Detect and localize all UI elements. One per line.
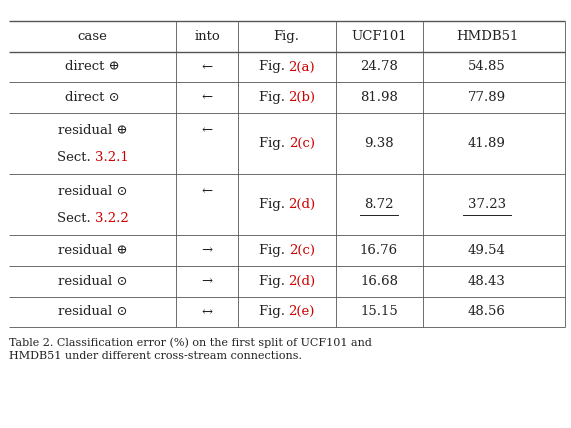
Text: 2(c): 2(c) bbox=[289, 244, 315, 257]
Text: 3.2.1: 3.2.1 bbox=[95, 151, 128, 163]
Text: 9.38: 9.38 bbox=[364, 137, 394, 150]
Text: Fig.: Fig. bbox=[259, 275, 289, 288]
Text: Fig.: Fig. bbox=[259, 306, 289, 318]
Text: 37.23: 37.23 bbox=[468, 198, 506, 211]
Text: 2(e): 2(e) bbox=[288, 306, 315, 318]
Text: ←: ← bbox=[202, 91, 213, 104]
Text: 2(d): 2(d) bbox=[288, 275, 315, 288]
Text: direct ⊙: direct ⊙ bbox=[65, 91, 120, 104]
Text: HMDB51: HMDB51 bbox=[456, 30, 518, 43]
Text: 54.85: 54.85 bbox=[468, 60, 506, 74]
Text: Fig.: Fig. bbox=[259, 244, 289, 257]
Text: ↔: ↔ bbox=[202, 306, 213, 318]
Text: 8.72: 8.72 bbox=[364, 198, 393, 211]
Text: ←: ← bbox=[202, 124, 213, 137]
Text: residual ⊕: residual ⊕ bbox=[58, 244, 127, 257]
Text: 77.89: 77.89 bbox=[468, 91, 506, 104]
Text: residual ⊙: residual ⊙ bbox=[58, 185, 127, 198]
Text: 16.68: 16.68 bbox=[360, 275, 398, 288]
Text: direct ⊕: direct ⊕ bbox=[65, 60, 120, 74]
Text: Table 2. Classification error (%) on the first split of UCF101 and
HMDB51 under : Table 2. Classification error (%) on the… bbox=[9, 338, 371, 362]
Text: Fig.: Fig. bbox=[259, 198, 289, 211]
Text: residual ⊙: residual ⊙ bbox=[58, 306, 127, 318]
Text: 48.56: 48.56 bbox=[468, 306, 506, 318]
Text: residual ⊕: residual ⊕ bbox=[58, 124, 127, 137]
Text: 48.43: 48.43 bbox=[468, 275, 506, 288]
Text: case: case bbox=[78, 30, 107, 43]
Text: 16.76: 16.76 bbox=[360, 244, 398, 257]
Text: →: → bbox=[202, 244, 213, 257]
Text: 2(a): 2(a) bbox=[288, 60, 315, 74]
Text: Fig.: Fig. bbox=[259, 91, 289, 104]
Text: Sect.: Sect. bbox=[57, 212, 95, 225]
Text: into: into bbox=[194, 30, 220, 43]
Text: 81.98: 81.98 bbox=[360, 91, 398, 104]
Text: UCF101: UCF101 bbox=[351, 30, 407, 43]
Text: Fig.: Fig. bbox=[259, 60, 289, 74]
Text: ←: ← bbox=[202, 60, 213, 74]
Text: Fig.: Fig. bbox=[274, 30, 300, 43]
Text: ←: ← bbox=[202, 185, 213, 198]
Text: Sect.: Sect. bbox=[57, 151, 95, 163]
Text: 2(c): 2(c) bbox=[289, 137, 315, 150]
Text: 3.2.2: 3.2.2 bbox=[95, 212, 128, 225]
Text: 15.15: 15.15 bbox=[360, 306, 398, 318]
Text: 49.54: 49.54 bbox=[468, 244, 506, 257]
Text: 24.78: 24.78 bbox=[360, 60, 398, 74]
Text: Fig.: Fig. bbox=[259, 137, 289, 150]
Text: 2(d): 2(d) bbox=[288, 198, 315, 211]
Text: →: → bbox=[202, 275, 213, 288]
Text: 41.89: 41.89 bbox=[468, 137, 506, 150]
Text: 2(b): 2(b) bbox=[288, 91, 315, 104]
Text: residual ⊙: residual ⊙ bbox=[58, 275, 127, 288]
